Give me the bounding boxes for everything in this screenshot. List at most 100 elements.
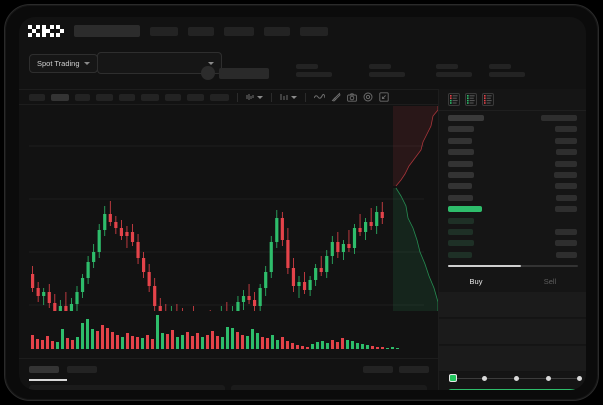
timeframe-button-5[interactable] <box>119 93 135 101</box>
tab-buy[interactable]: Buy <box>439 271 513 291</box>
order-total-field[interactable] <box>439 346 586 372</box>
last-price-skeleton <box>219 68 269 79</box>
orderbook-bid-row-3-price[interactable] <box>448 240 474 247</box>
bottom-action-1[interactable] <box>363 366 393 373</box>
orderbook-divider <box>439 110 586 111</box>
orderbook-ask-row-3-price[interactable] <box>448 149 474 156</box>
bottom-card-left <box>29 385 225 390</box>
orderbook-last-price-amount[interactable] <box>555 206 577 213</box>
drawing-tools-icon[interactable] <box>331 92 341 102</box>
orderbook-ask-row-4-price[interactable] <box>448 160 473 167</box>
nav-item-4[interactable] <box>224 26 254 36</box>
okx-logo[interactable] <box>28 25 64 37</box>
orderbook-view-asks-icon[interactable] <box>482 93 494 106</box>
bottom-orders-panel <box>19 358 438 390</box>
orderbook-ask-row-3-amount[interactable] <box>556 149 577 156</box>
orderbook-and-order-form-panel: Buy Sell <box>438 89 586 390</box>
toolbar-divider <box>237 92 238 102</box>
orderbook-view-bids-icon[interactable] <box>465 93 477 106</box>
coin-avatar-icon <box>201 66 215 80</box>
stat-24h-low <box>436 64 472 77</box>
orderbook-ask-row-1-price[interactable] <box>448 126 474 133</box>
chevron-down-icon <box>291 95 297 99</box>
stat-24h-high <box>369 64 405 77</box>
fullscreen-icon[interactable] <box>379 92 389 102</box>
top-navigation-bar <box>19 17 586 45</box>
timeframe-button-4[interactable] <box>96 93 113 101</box>
timeframe-button-6[interactable] <box>141 93 159 101</box>
orderbook-ask-row-5-price[interactable] <box>448 172 474 178</box>
tab-sell-label: Sell <box>543 276 557 286</box>
orderbook-ask-row-7-amount[interactable] <box>556 194 577 201</box>
nav-item-5[interactable] <box>264 26 290 36</box>
bottom-tab-active-underline <box>29 379 67 381</box>
app-screen: Spot Trading <box>19 17 586 390</box>
timeframe-button-7[interactable] <box>165 93 181 101</box>
slider-stop-75[interactable] <box>546 375 551 381</box>
orderbook-last-price-price[interactable] <box>448 206 482 213</box>
chevron-down-icon <box>208 61 214 65</box>
candlestick-chart-svg <box>29 145 424 311</box>
volume-histogram <box>19 313 438 357</box>
slider-stop-100[interactable] <box>577 375 582 381</box>
spot-trading-label: Spot Trading <box>37 59 80 68</box>
timeframe-button-8[interactable] <box>187 93 204 101</box>
orderbook-ask-row-5-amount[interactable] <box>554 172 577 178</box>
orderbook-bid-row-3-amount[interactable] <box>555 240 577 247</box>
timeframe-button-1[interactable] <box>29 93 45 101</box>
orderbook-view-both-icon[interactable] <box>448 93 460 106</box>
slider-handle[interactable] <box>449 374 457 382</box>
indicators-dropdown-icon[interactable] <box>280 93 297 101</box>
orderbook-ask-row-6-price[interactable] <box>448 183 472 190</box>
order-amount-field[interactable] <box>439 319 586 345</box>
order-side-tabs: Buy Sell <box>439 271 586 291</box>
spread-bar-fill <box>448 265 521 267</box>
slider-stop-50[interactable] <box>514 375 519 381</box>
chevron-down-icon <box>83 62 90 65</box>
orderbook-bid-row-4-price[interactable] <box>448 251 472 258</box>
wave-indicator-icon[interactable] <box>314 93 325 101</box>
timeframe-button-2[interactable] <box>51 93 69 101</box>
order-price-field[interactable] <box>439 292 586 318</box>
orderbook-bid-row-4-amount[interactable] <box>556 251 577 258</box>
nav-item-3[interactable] <box>188 26 214 36</box>
orderbook-ask-row-2-amount[interactable] <box>555 137 577 144</box>
trading-pair-select[interactable] <box>97 52 222 74</box>
chevron-down-icon <box>257 95 263 99</box>
bottom-tab-open-orders[interactable] <box>29 366 59 373</box>
tab-buy-label: Buy <box>469 276 483 286</box>
orderbook-header-price[interactable] <box>448 115 484 121</box>
orderbook-bid-row-2-amount[interactable] <box>555 229 577 235</box>
orderbook-ask-row-7-price[interactable] <box>448 194 473 201</box>
stat-24h-change <box>296 64 332 77</box>
chart-settings-icon[interactable] <box>363 92 373 102</box>
orderbook-spread-bar <box>448 265 578 267</box>
orderbook-bid-row-1-price[interactable] <box>448 217 474 224</box>
candlestick-chart[interactable] <box>19 106 438 311</box>
toolbar-divider <box>305 92 306 102</box>
depth-chart <box>393 106 438 311</box>
order-amount-slider[interactable] <box>449 373 583 383</box>
orderbook-ask-row-4-amount[interactable] <box>555 160 577 167</box>
bottom-tab-order-history[interactable] <box>67 366 97 373</box>
orderbook-view-toggle-group <box>448 93 494 106</box>
timeframe-button-9[interactable] <box>210 93 229 101</box>
nav-item-6[interactable] <box>300 26 328 36</box>
orderbook-header-amount[interactable] <box>541 115 577 121</box>
toolbar-divider <box>271 92 272 102</box>
orderbook-ask-row-2-price[interactable] <box>448 137 472 144</box>
place-buy-order-button[interactable] <box>448 389 578 390</box>
camera-snapshot-icon[interactable] <box>347 92 357 102</box>
tab-sell[interactable]: Sell <box>513 271 586 291</box>
orderbook-bid-row-2-price[interactable] <box>448 229 473 235</box>
chart-toolbar <box>19 89 438 105</box>
orderbook-ask-row-1-amount[interactable] <box>555 126 577 133</box>
chart-type-dropdown-icon[interactable] <box>246 93 263 101</box>
nav-item-2[interactable] <box>150 26 178 36</box>
timeframe-button-3[interactable] <box>75 93 90 101</box>
slider-stop-25[interactable] <box>482 375 487 381</box>
spot-trading-mode-button[interactable]: Spot Trading <box>29 54 98 73</box>
orderbook-ask-row-6-amount[interactable] <box>555 183 577 190</box>
nav-item-1[interactable] <box>74 25 140 37</box>
bottom-action-2[interactable] <box>399 366 429 373</box>
